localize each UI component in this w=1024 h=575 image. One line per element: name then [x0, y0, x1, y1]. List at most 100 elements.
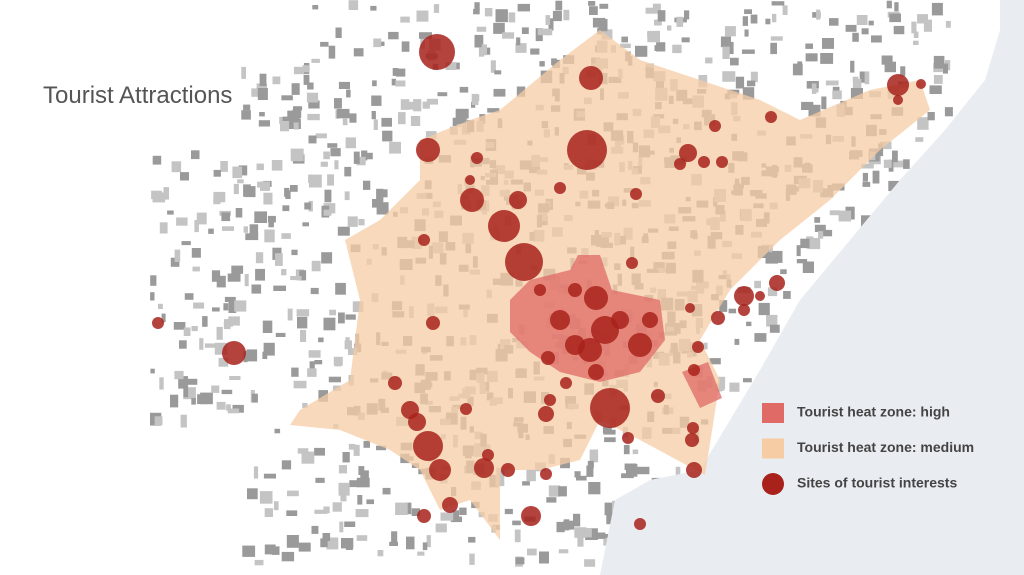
city-block	[545, 15, 551, 25]
city-block	[296, 309, 310, 317]
city-block	[539, 61, 545, 67]
city-block	[282, 116, 289, 123]
city-block	[772, 250, 783, 263]
city-block	[224, 296, 236, 302]
city-block	[339, 521, 344, 533]
city-block	[254, 211, 267, 223]
tourist-site	[222, 341, 246, 365]
city-block	[150, 292, 155, 301]
city-block	[366, 499, 374, 505]
city-block	[334, 360, 342, 367]
city-block	[360, 470, 369, 483]
tourist-site	[488, 210, 520, 242]
city-block	[395, 502, 408, 515]
city-block	[742, 49, 755, 54]
city-block	[805, 53, 818, 62]
city-block	[684, 10, 690, 20]
tourist-site	[465, 175, 475, 185]
city-block	[158, 303, 163, 309]
city-block	[279, 116, 285, 124]
city-block	[249, 224, 259, 236]
city-block	[183, 385, 189, 398]
city-block	[231, 265, 244, 274]
city-block	[445, 62, 457, 70]
city-block	[576, 475, 587, 481]
city-block	[308, 100, 320, 109]
city-block	[323, 151, 330, 160]
city-block	[216, 401, 226, 410]
city-block	[344, 340, 352, 349]
city-block	[309, 361, 315, 370]
city-block	[727, 41, 734, 55]
city-block	[821, 96, 827, 110]
tourist-site	[687, 422, 699, 434]
city-block	[323, 317, 336, 331]
city-block	[811, 83, 817, 94]
city-block	[516, 37, 521, 46]
city-block	[765, 252, 778, 264]
city-block	[274, 428, 281, 434]
city-block	[735, 76, 745, 89]
city-block	[558, 486, 567, 497]
city-block	[878, 143, 884, 157]
city-block	[888, 180, 902, 192]
city-block	[311, 525, 319, 534]
tourist-site	[642, 312, 658, 328]
city-block	[574, 471, 581, 478]
city-block	[672, 44, 682, 54]
city-block	[490, 60, 496, 73]
city-block	[455, 108, 469, 119]
city-block	[263, 342, 275, 356]
city-block	[371, 95, 382, 106]
city-block	[856, 15, 868, 25]
city-block	[300, 329, 307, 342]
city-block	[718, 376, 726, 389]
city-block	[502, 32, 515, 39]
city-block	[382, 487, 391, 495]
city-block	[327, 143, 338, 148]
city-block	[892, 150, 898, 163]
city-block	[192, 266, 200, 272]
city-block	[808, 104, 821, 117]
city-block	[805, 43, 813, 49]
city-block	[174, 370, 184, 380]
city-block	[771, 1, 785, 6]
city-block	[324, 189, 332, 203]
city-block	[589, 6, 598, 15]
city-block	[181, 241, 191, 246]
city-block	[652, 3, 661, 11]
city-block	[425, 131, 437, 140]
city-block	[263, 473, 276, 479]
tourist-site	[692, 341, 704, 353]
city-block	[395, 68, 406, 77]
city-block	[362, 152, 373, 160]
city-block	[221, 389, 233, 395]
city-block	[273, 285, 286, 291]
city-block	[770, 42, 777, 55]
tourist-site	[685, 303, 695, 313]
legend-label: Sites of tourist interests	[797, 475, 957, 491]
city-block	[772, 13, 777, 23]
tourist-site	[550, 310, 570, 330]
city-block	[208, 228, 214, 234]
city-block	[413, 99, 422, 112]
city-block	[468, 536, 476, 543]
city-block	[927, 112, 935, 121]
city-block	[271, 546, 280, 555]
city-block	[223, 303, 229, 311]
city-block	[180, 172, 189, 181]
city-block	[373, 119, 378, 130]
city-block	[619, 43, 631, 48]
city-block	[584, 559, 596, 567]
tourist-site	[388, 376, 402, 390]
city-block	[592, 17, 606, 28]
city-block	[722, 46, 730, 59]
city-block	[348, 348, 358, 355]
city-block	[320, 161, 328, 167]
city-block	[290, 276, 302, 281]
city-block	[667, 25, 672, 31]
city-block	[621, 36, 628, 43]
city-block	[302, 222, 309, 227]
city-block	[496, 467, 505, 475]
city-block	[546, 28, 553, 36]
